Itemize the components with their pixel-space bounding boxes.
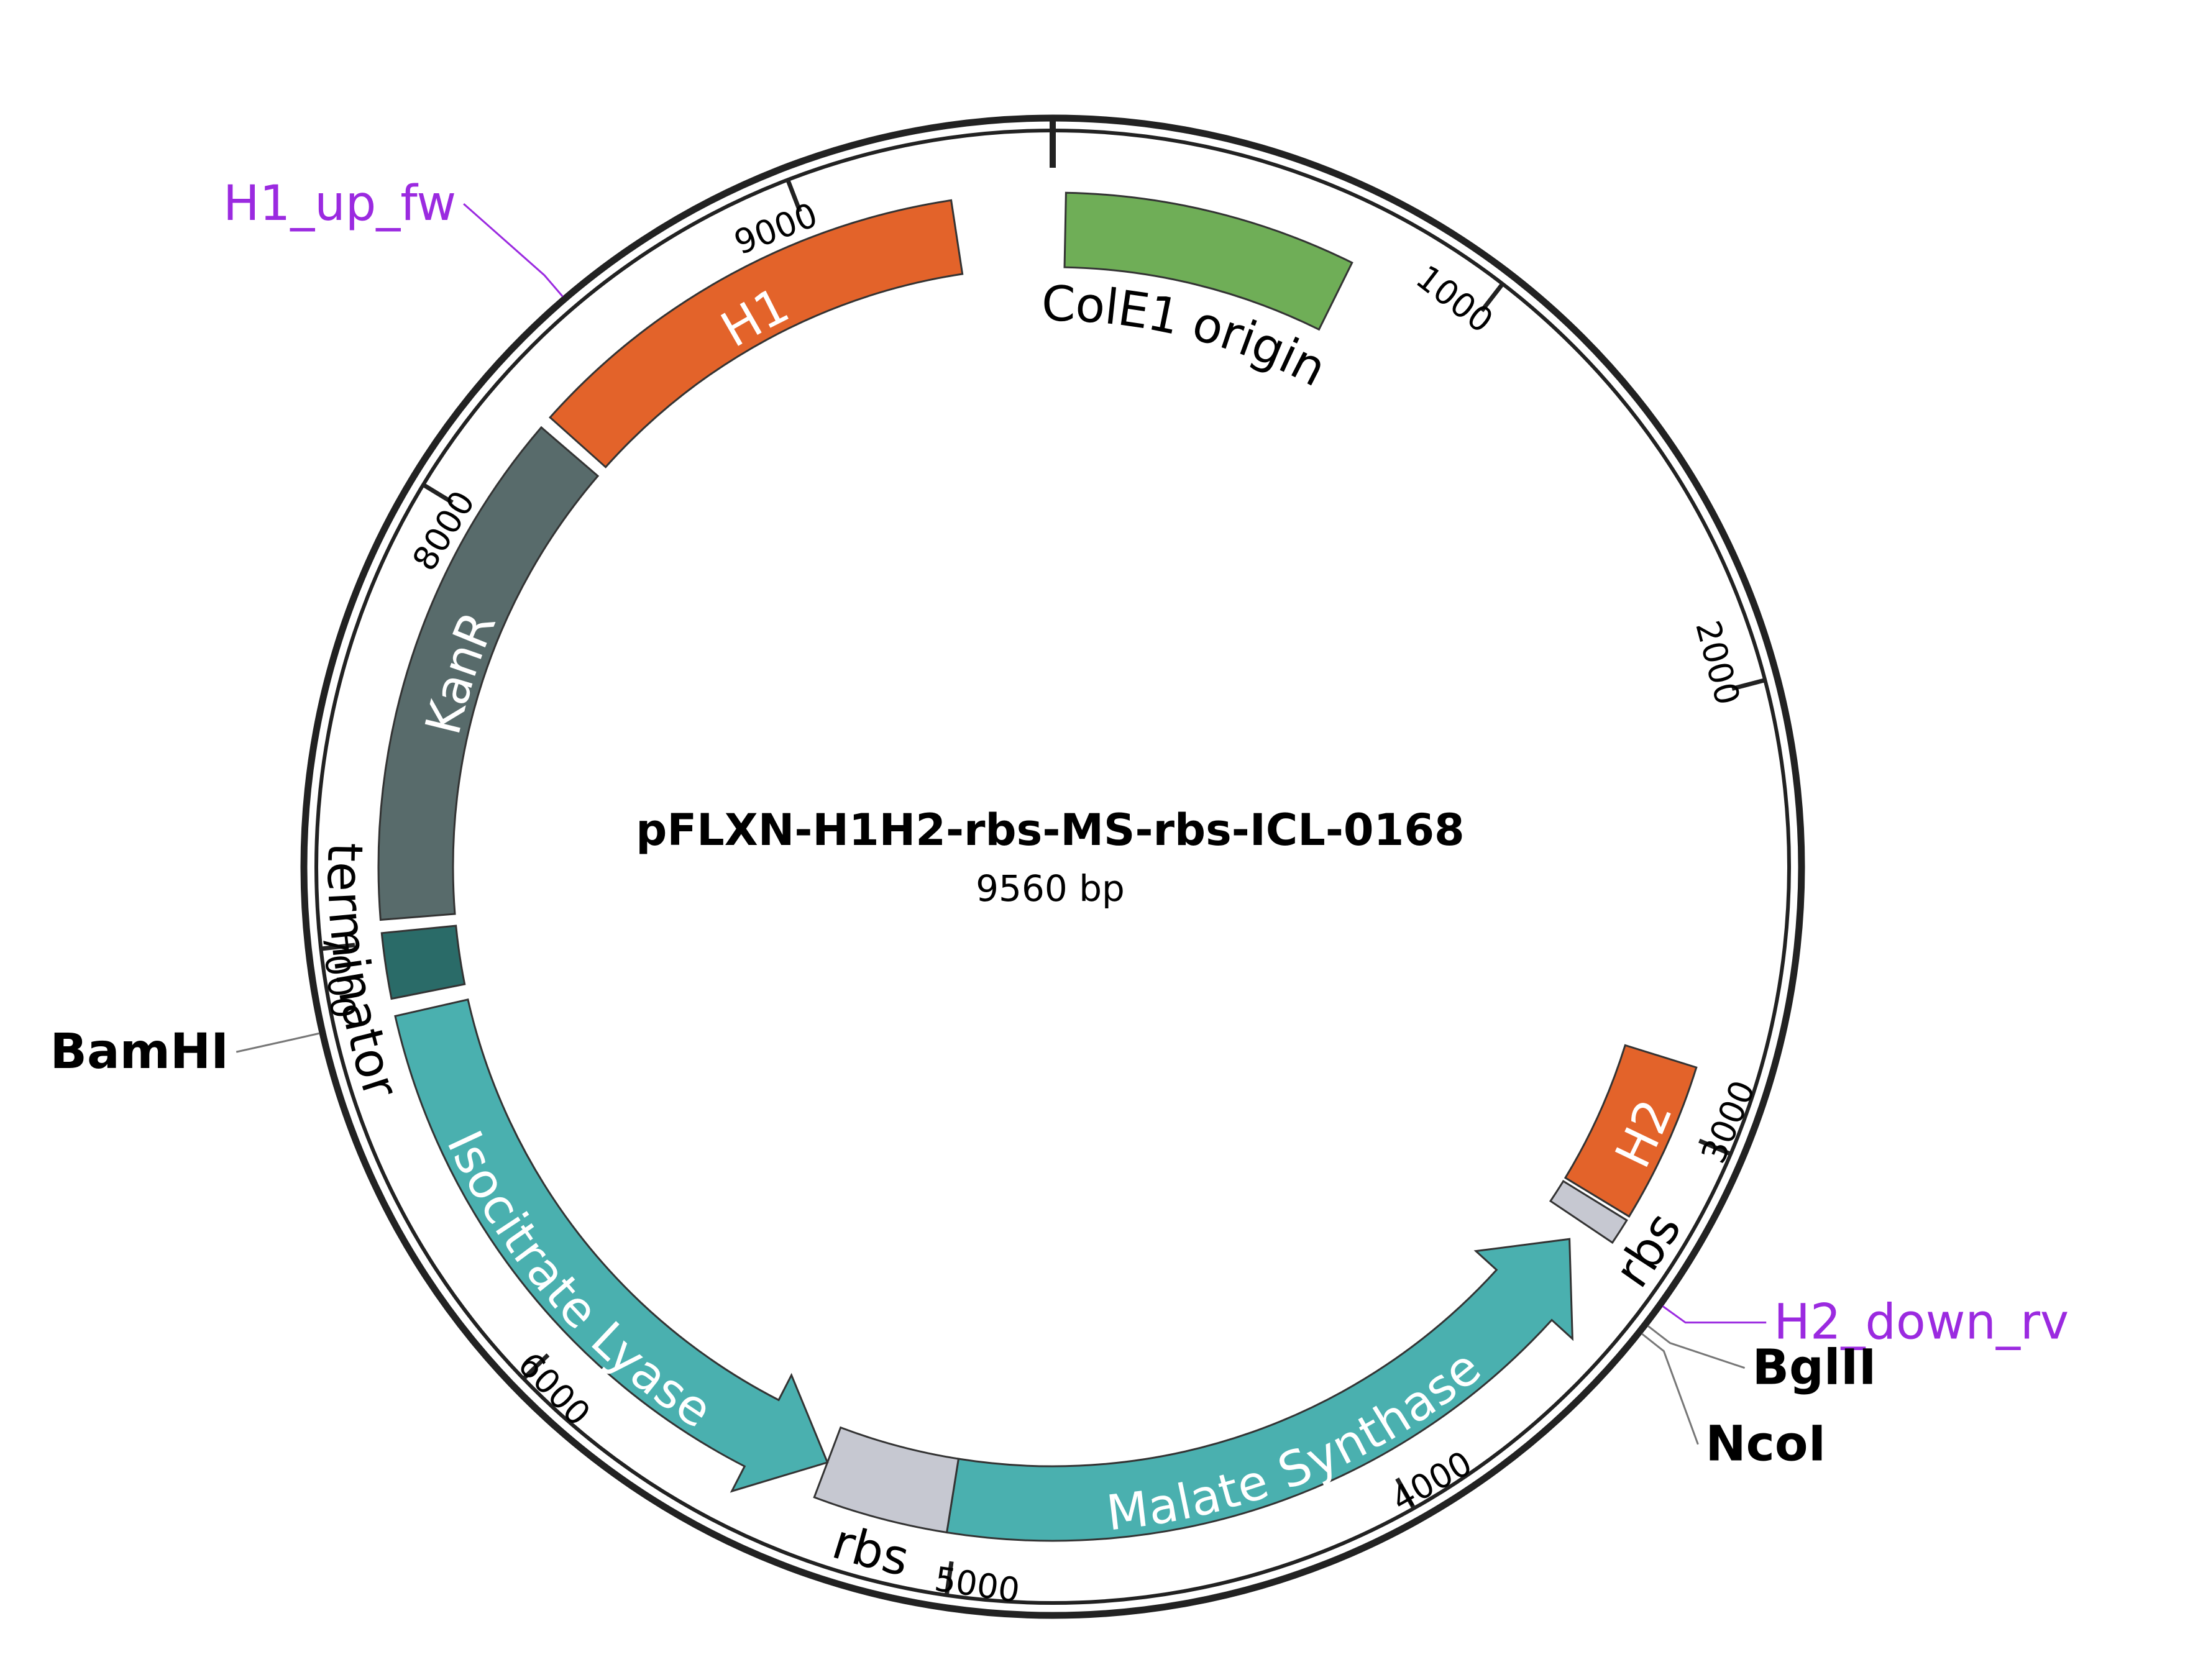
tick-mark-6000 (521, 1353, 550, 1381)
site-bglii-leader-line (1647, 1325, 1746, 1369)
feature-shape-isocitrate-lyase[interactable] (394, 998, 829, 1493)
plasmid-size: 9560 bp (976, 867, 1125, 910)
primer-h2-down-rv-leader-line (1662, 1305, 1767, 1324)
tick-label-4000: 4000 (1385, 1443, 1479, 1519)
site-bglii-label: BglII (1752, 1340, 1877, 1396)
site-ncoi-leader-line (1641, 1333, 1699, 1445)
feature-shape-rbs-2[interactable] (813, 1426, 960, 1534)
backbone-ring (300, 114, 1805, 1619)
annotation-layer: H1_up_fw H2_down_rv BamHI BglII NcoI (50, 176, 2069, 1472)
tick-label-7000: 7000 (314, 931, 363, 1021)
feature-shape-h1[interactable] (549, 199, 964, 468)
feature-cole1-origin[interactable]: ColE1 origin (873, 191, 1458, 477)
tick-label-5000: 5000 (932, 1559, 1022, 1610)
feature-shape-kanr[interactable] (377, 426, 600, 921)
feature-shape-rbs-1[interactable] (1549, 1180, 1628, 1244)
primer-h1-up-fw-leader-line (463, 203, 564, 298)
tick-mark-8000 (422, 483, 454, 504)
tick-mark-5000 (944, 1561, 954, 1596)
tick-mark-4000 (1395, 1477, 1416, 1510)
feature-label-text-rbs-2: rbs (826, 1514, 914, 1587)
tick-mark-7000 (320, 943, 355, 951)
plasmid-name: pFLXN-H1H2-rbs-MS-rbs-ICL-0168 (636, 805, 1465, 856)
site-bamhi-leader-line (236, 1032, 320, 1053)
tick-label-6000: 6000 (510, 1344, 598, 1433)
tick-mark-9000 (785, 179, 802, 212)
tick-mark-1000 (1480, 282, 1504, 313)
feature-label-rbs-2: rbs (826, 1514, 914, 1587)
feature-shape-terminator[interactable] (380, 924, 466, 1000)
feature-h1[interactable]: H1 (474, 199, 1173, 632)
tick-mark-2000 (1731, 678, 1766, 691)
feature-shape-cole1-origin[interactable] (1063, 191, 1353, 331)
site-ncoi-label: NcoI (1705, 1417, 1826, 1472)
tick-mark-3000 (1698, 1138, 1732, 1156)
site-bamhi-label: BamHI (50, 1024, 229, 1080)
center-layer: pFLXN-H1H2-rbs-MS-rbs-ICL-0168 9560 bp (636, 805, 1465, 910)
feature-shape-h2[interactable] (1564, 1044, 1698, 1218)
tick-label-3000: 3000 (1693, 1075, 1763, 1169)
tick-label-2000: 2000 (1688, 616, 1747, 709)
primer-h1-up-fw-label: H1_up_fw (223, 176, 456, 232)
primer-h2-down-rv-label: H2_down_rv (1774, 1295, 2069, 1351)
